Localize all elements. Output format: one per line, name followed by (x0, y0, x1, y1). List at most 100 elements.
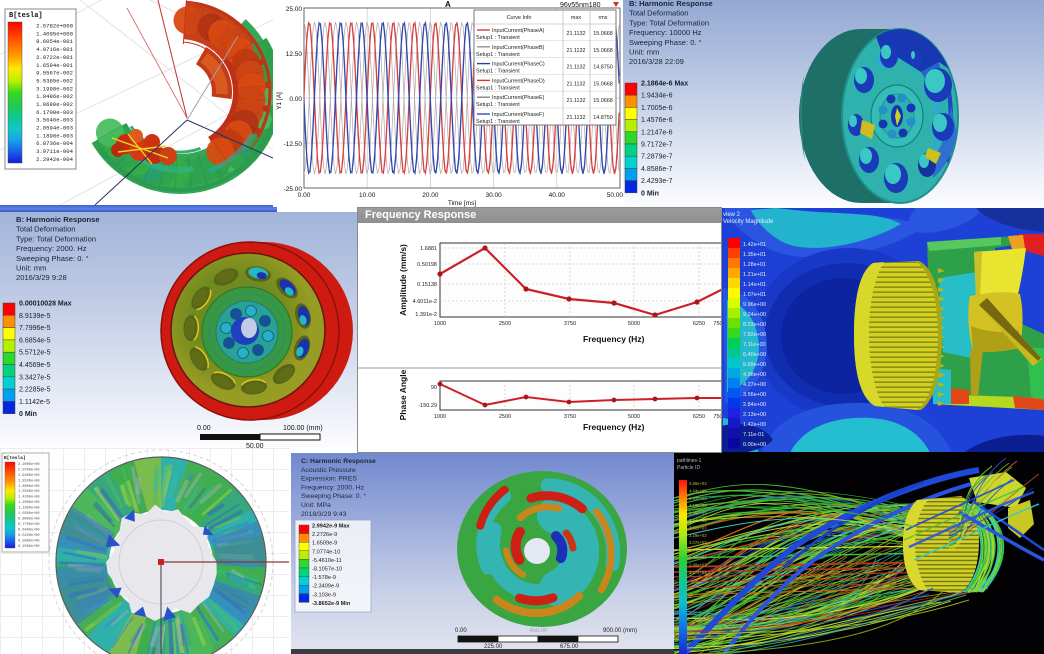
svg-text:3.56e+00: 3.56e+00 (743, 392, 766, 398)
svg-text:9.5567e-002: 9.5567e-002 (36, 70, 73, 77)
svg-text:1000: 1000 (434, 321, 446, 327)
svg-text:Phase Angle: Phase Angle (398, 369, 408, 420)
svg-text:50.00: 50.00 (607, 192, 623, 199)
svg-text:4.64e+03: 4.64e+03 (689, 488, 707, 493)
svg-text:2.4293e-7: 2.4293e-7 (641, 178, 673, 185)
svg-text:8.6054e-001: 8.6054e-001 (36, 38, 74, 45)
svg-text:15.0668: 15.0668 (593, 31, 613, 37)
svg-text:2.40e+03: 2.40e+03 (689, 562, 707, 567)
svg-text:Sweeping Phase: 0. °: Sweeping Phase: 0. ° (16, 254, 89, 263)
svg-text:0.9000e+00: 0.9000e+00 (18, 518, 40, 522)
svg-text:1.6509e-9: 1.6509e-9 (312, 541, 337, 547)
svg-text:1.14e+01: 1.14e+01 (743, 282, 766, 288)
svg-text:Total Deformation: Total Deformation (629, 9, 689, 18)
svg-text:Setup1 : Transient: Setup1 : Transient (476, 52, 520, 58)
svg-text:3.9711e-004: 3.9711e-004 (36, 148, 74, 155)
svg-text:14.8750: 14.8750 (593, 65, 613, 71)
svg-text:3.3427e-5: 3.3427e-5 (19, 374, 51, 381)
svg-text:21.1132: 21.1132 (566, 48, 585, 54)
svg-text:2.2942e-004: 2.2942e-004 (36, 156, 74, 163)
svg-text:6.1700e-003: 6.1700e-003 (36, 109, 73, 116)
svg-text:4.6011e-2: 4.6011e-2 (413, 299, 437, 305)
svg-text:Expression: PRES: Expression: PRES (301, 476, 357, 483)
svg-text:1.2900e+00: 1.2900e+00 (18, 501, 40, 505)
svg-text:8.9139e-5: 8.9139e-5 (19, 313, 51, 320)
svg-text:Frequency: 2000. Hz: Frequency: 2000. Hz (301, 484, 365, 491)
svg-text:5.5712e-5: 5.5712e-5 (19, 350, 51, 357)
svg-text:2500: 2500 (499, 321, 511, 327)
svg-text:2.9942e-9 Max: 2.9942e-9 Max (312, 524, 351, 530)
svg-text:1.21e+01: 1.21e+01 (743, 272, 766, 278)
svg-text:1.35e+01: 1.35e+01 (743, 252, 766, 258)
svg-text:21.1132: 21.1132 (566, 98, 585, 104)
svg-text:2.13e+00: 2.13e+00 (743, 412, 766, 418)
svg-text:-8.1057e-10: -8.1057e-10 (312, 567, 342, 573)
svg-text:5000: 5000 (628, 321, 640, 327)
svg-text:2.84e+03: 2.84e+03 (689, 548, 707, 553)
svg-text:2016/3/29 9:28: 2016/3/29 9:28 (16, 273, 67, 282)
svg-text:15.0668: 15.0668 (593, 81, 613, 87)
svg-text:7.0774e-10: 7.0774e-10 (312, 549, 340, 555)
svg-text:1.8100e+00: 1.8100e+00 (18, 479, 40, 483)
svg-text:750: 750 (713, 321, 722, 327)
svg-text:7.2879e-7: 7.2879e-7 (641, 154, 673, 161)
svg-text:Frequency: 10000 Hz: Frequency: 10000 Hz (629, 28, 702, 37)
svg-text:1.42e+00: 1.42e+00 (743, 422, 766, 428)
svg-text:1.4200e+00: 1.4200e+00 (18, 496, 40, 500)
svg-text:0.00e+00: 0.00e+00 (743, 442, 766, 448)
svg-text:1.4576e-6: 1.4576e-6 (641, 117, 673, 124)
svg-text:Time [ms]: Time [ms] (448, 200, 476, 207)
svg-text:5.69e+00: 5.69e+00 (743, 362, 766, 368)
svg-text:2.2000e+00: 2.2000e+00 (18, 463, 40, 467)
svg-text:1.2147e-6: 1.2147e-6 (641, 129, 673, 136)
svg-text:Frequency (Hz): Frequency (Hz) (583, 334, 645, 344)
svg-text:5000: 5000 (628, 414, 640, 420)
svg-text:Setup1 : Transient: Setup1 : Transient (476, 35, 520, 41)
svg-text:2016/3/28 22:09: 2016/3/28 22:09 (629, 57, 684, 66)
svg-text:Curve Info: Curve Info (507, 15, 532, 21)
svg-text:2.62e+03: 2.62e+03 (689, 555, 707, 560)
svg-text:2.0722e-001: 2.0722e-001 (36, 54, 74, 61)
svg-text:Amplitude (mm/s): Amplitude (mm/s) (398, 244, 408, 316)
svg-text:-2.3409e-9: -2.3409e-9 (312, 584, 339, 590)
svg-text:InputCurrent(PhaseC): InputCurrent(PhaseC) (492, 62, 545, 68)
svg-text:0.00: 0.00 (455, 628, 467, 634)
svg-text:0 Min: 0 Min (641, 190, 659, 197)
svg-text:InputCurrent(PhaseD): InputCurrent(PhaseD) (492, 78, 545, 84)
svg-text:40.00: 40.00 (549, 192, 566, 199)
svg-text:3.5646e-003: 3.5646e-003 (36, 117, 73, 124)
svg-text:2500: 2500 (499, 414, 511, 420)
svg-text:Unit: mm: Unit: mm (629, 48, 659, 57)
svg-text:96v55nm180: 96v55nm180 (560, 2, 601, 9)
svg-text:-150.29: -150.29 (418, 403, 437, 409)
svg-text:2.0594e-003: 2.0594e-003 (36, 125, 73, 132)
svg-text:225.00: 225.00 (484, 644, 503, 650)
svg-text:900.00 (mm): 900.00 (mm) (603, 628, 637, 634)
svg-text:B: Harmonic Response: B: Harmonic Response (16, 215, 100, 224)
svg-text:5.5365e-002: 5.5365e-002 (36, 77, 73, 84)
svg-text:C: Harmonic Response: C: Harmonic Response (301, 458, 376, 465)
svg-text:1.6881: 1.6881 (420, 246, 437, 252)
svg-text:1.5500e+00: 1.5500e+00 (18, 490, 40, 494)
svg-text:pathlines-1: pathlines-1 (677, 458, 702, 464)
svg-text:0.5100e+00: 0.5100e+00 (18, 534, 40, 538)
svg-text:-5.4610e-11: -5.4610e-11 (312, 558, 342, 564)
svg-text:30.00: 30.00 (485, 192, 502, 199)
svg-text:3.29e+03: 3.29e+03 (689, 533, 707, 538)
svg-text:Unit: mm: Unit: mm (16, 264, 46, 273)
svg-text:1.1600e+00: 1.1600e+00 (18, 507, 40, 511)
svg-text:0.6400e+00: 0.6400e+00 (18, 528, 40, 532)
svg-text:1.4095e+000: 1.4095e+000 (36, 30, 74, 37)
svg-text:1.42e+01: 1.42e+01 (743, 242, 766, 248)
svg-text:9.96e+00: 9.96e+00 (743, 302, 766, 308)
svg-text:Particle ID: Particle ID (677, 465, 700, 471)
svg-text:3.96e+03: 3.96e+03 (689, 511, 707, 516)
svg-text:1.7005e-6: 1.7005e-6 (641, 105, 673, 112)
svg-text:1000: 1000 (434, 414, 446, 420)
svg-text:Frequency (Hz): Frequency (Hz) (583, 422, 645, 432)
svg-text:Setup1 : Transient: Setup1 : Transient (476, 69, 520, 75)
svg-text:-3.103e-9: -3.103e-9 (312, 592, 336, 598)
svg-text:1.6594e-001: 1.6594e-001 (36, 62, 74, 69)
svg-text:Sweeping Phase: 0. °: Sweeping Phase: 0. ° (301, 492, 366, 500)
svg-text:0.50198: 0.50198 (417, 262, 437, 268)
